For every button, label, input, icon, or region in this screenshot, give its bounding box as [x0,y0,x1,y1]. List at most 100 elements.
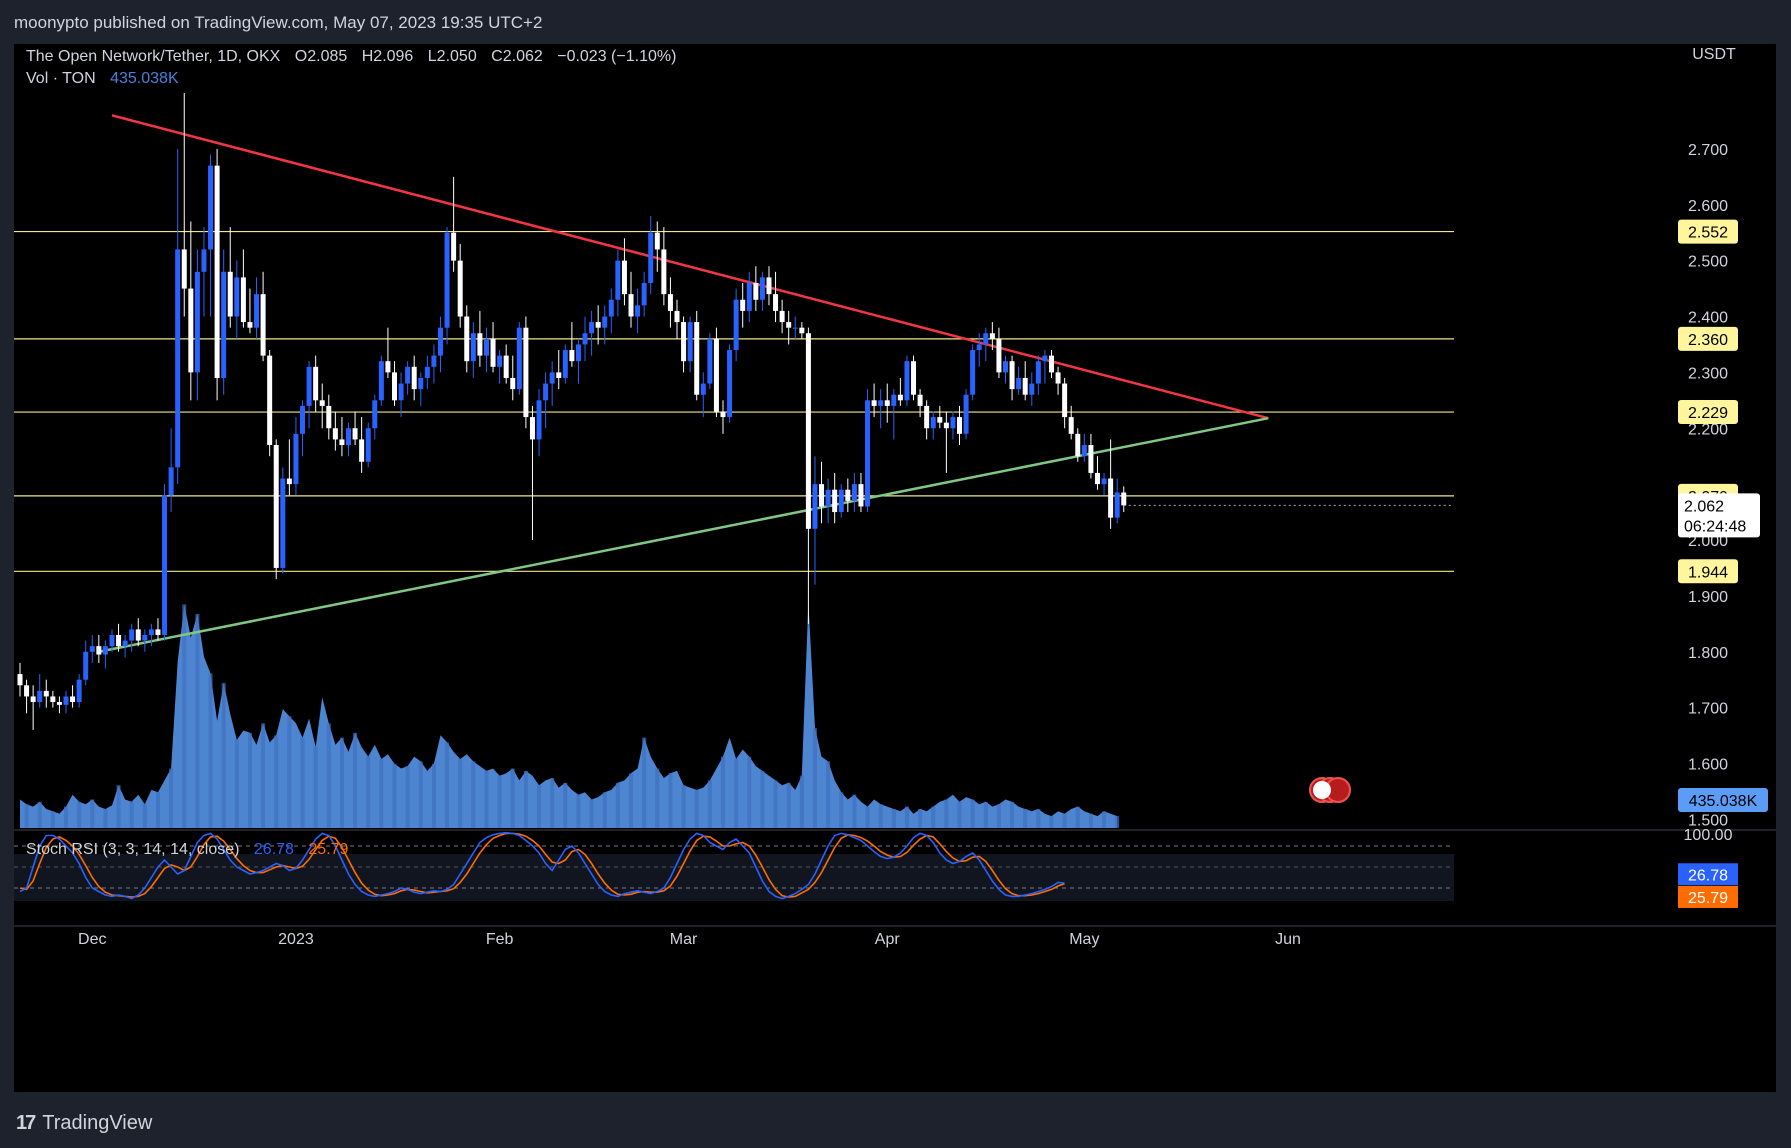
candle [976,333,982,367]
candle-body [464,316,470,362]
candle [891,389,897,440]
chart-panel[interactable]: USDT 2.700 2.600 2.500 2.400 2.300 2.200 2.000 1… [14,44,1776,1092]
candle-body [549,372,555,384]
candle [437,316,443,373]
candle [1055,366,1061,395]
volume-bar [63,806,68,828]
candle-body [1088,445,1094,473]
volume-badge-bg [1678,788,1768,812]
candle-body [838,489,844,513]
candle [234,260,240,339]
volume-bar [747,756,752,828]
axis-layer: USDT2.7002.6002.5002.4002.3002.2002.0001… [78,46,1736,948]
candle-body [812,484,818,529]
candle-body [543,383,549,401]
candle [1029,372,1035,406]
candle-body [89,646,95,652]
level-badge-bg [1678,326,1738,351]
economic-event-icon [1309,777,1351,803]
candle-body [221,271,227,378]
volume-bar [904,806,909,828]
candle [720,400,726,434]
candle-body [1055,372,1061,384]
ohlc-close: C2.062 [491,48,543,65]
stoch-top-tick: 100.00 [1684,827,1733,844]
volume-bar [602,792,607,828]
candle-body [398,383,404,401]
candle-body [792,327,798,329]
candle-body [1075,433,1081,457]
candle-body [1035,361,1041,384]
candle [819,461,825,524]
current-price-badge: 2.062 06:24:48 [1678,493,1760,538]
stoch-d-badge: 25.79 [1678,885,1738,908]
candle-body [575,344,581,362]
candle-body [201,249,207,272]
candle-body [766,277,772,295]
stoch-k-line [19,831,1065,900]
candle-body [667,294,673,311]
time-tick-label: Jun [1275,931,1301,948]
time-tick-label: Apr [875,931,901,948]
volume-bar [195,613,200,828]
candle-body [1029,383,1035,395]
volume-bar [300,737,305,828]
candle-body [536,400,542,440]
candle [168,428,174,513]
candle [878,389,884,429]
candle-body [43,690,49,697]
volume-bar [366,756,371,828]
candle [740,282,746,328]
candle [884,383,890,423]
footer-brand[interactable]: 17 TradingView [16,1108,152,1138]
level-badge: 2.552 [1678,219,1738,244]
candle-body [523,327,529,418]
candle-body [1003,361,1008,373]
candle-body [477,333,483,356]
event-flag-face [1313,781,1331,799]
candle-body [1094,472,1100,485]
candle-body [247,322,253,328]
volume-bar [392,763,397,828]
volume-bar [681,785,686,828]
volume-legend: Vol · TON 435.038K [26,70,189,88]
volume-bar [537,785,542,828]
stoch-k-badge-text: 26.78 [1688,867,1728,884]
stoch-band [14,854,1454,901]
candle [503,344,509,384]
candle [339,417,345,457]
candle [851,472,857,513]
chart-canvas[interactable]: USDT2.7002.6002.5002.4002.3002.2002.0001… [14,44,1776,1092]
volume-bar [129,801,134,828]
candle [273,439,279,580]
candle-body [378,361,384,401]
candle-body [1121,492,1127,506]
volume-bar [458,759,463,828]
candle [608,288,614,334]
candle-body [1042,355,1048,362]
candle [497,350,503,384]
candle-body [181,249,187,289]
candle-body [1081,445,1087,457]
candle-body [470,333,476,362]
volume-bar [589,799,594,828]
candle [1035,355,1041,395]
price-tick-label: 2.700 [1688,142,1728,159]
volume-bar [510,768,515,828]
time-tick-label: 2023 [278,931,314,948]
volume-bar [523,770,528,828]
candle [957,405,963,446]
candle-body [865,400,871,507]
candle-body [1101,478,1107,485]
candle [280,467,286,574]
candle-body [779,310,785,323]
candle [464,305,470,373]
candle [746,271,752,323]
candle [405,361,411,395]
volume-bar [24,804,29,828]
candle-body [917,394,923,406]
volume-area [20,602,1118,828]
candle-body [254,294,260,328]
candle [799,322,805,339]
candle-body [313,366,319,401]
